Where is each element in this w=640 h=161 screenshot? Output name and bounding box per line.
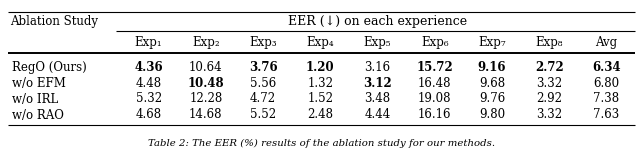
Text: Ablation Study: Ablation Study — [10, 14, 98, 28]
Text: 1.20: 1.20 — [306, 61, 335, 74]
Text: 12.28: 12.28 — [189, 93, 223, 105]
Text: 9.68: 9.68 — [479, 76, 505, 90]
Text: 3.12: 3.12 — [363, 76, 392, 90]
Text: 3.76: 3.76 — [249, 61, 277, 74]
Text: 16.16: 16.16 — [418, 109, 451, 122]
Text: w/o RAO: w/o RAO — [12, 109, 64, 122]
Text: Avg: Avg — [595, 35, 618, 48]
Text: 16.48: 16.48 — [418, 76, 451, 90]
Text: Exp₂: Exp₂ — [192, 35, 220, 48]
Text: RegO (Ours): RegO (Ours) — [12, 61, 87, 74]
Text: Exp₈: Exp₈ — [536, 35, 563, 48]
Text: 9.16: 9.16 — [477, 61, 506, 74]
Text: w/o EFM: w/o EFM — [12, 76, 66, 90]
Text: 1.52: 1.52 — [307, 93, 333, 105]
Text: 4.44: 4.44 — [364, 109, 390, 122]
Text: 5.32: 5.32 — [136, 93, 162, 105]
Text: Exp₁: Exp₁ — [135, 35, 163, 48]
Text: 3.32: 3.32 — [536, 109, 562, 122]
Text: 6.80: 6.80 — [593, 76, 620, 90]
Text: Exp₃: Exp₃ — [249, 35, 277, 48]
Text: 5.56: 5.56 — [250, 76, 276, 90]
Text: 14.68: 14.68 — [189, 109, 223, 122]
Text: 9.80: 9.80 — [479, 109, 505, 122]
Text: 4.36: 4.36 — [134, 61, 163, 74]
Text: 2.72: 2.72 — [535, 61, 564, 74]
Text: 10.48: 10.48 — [188, 76, 224, 90]
Text: 15.72: 15.72 — [417, 61, 453, 74]
Text: 3.32: 3.32 — [536, 76, 562, 90]
Text: w/o IRL: w/o IRL — [12, 93, 58, 105]
Text: 2.92: 2.92 — [536, 93, 562, 105]
Text: 2.48: 2.48 — [307, 109, 333, 122]
Text: 6.34: 6.34 — [592, 61, 621, 74]
Text: 7.38: 7.38 — [593, 93, 620, 105]
Text: 3.48: 3.48 — [364, 93, 390, 105]
Text: 4.68: 4.68 — [136, 109, 162, 122]
Text: 19.08: 19.08 — [418, 93, 451, 105]
Text: Table 2: The EER (%) results of the ablation study for our methods.: Table 2: The EER (%) results of the abla… — [148, 138, 495, 148]
Text: 5.52: 5.52 — [250, 109, 276, 122]
Text: 10.64: 10.64 — [189, 61, 223, 74]
Text: Exp₄: Exp₄ — [307, 35, 334, 48]
Text: 9.76: 9.76 — [479, 93, 505, 105]
Text: EER (↓) on each experience: EER (↓) on each experience — [288, 14, 467, 28]
Text: 7.63: 7.63 — [593, 109, 620, 122]
Text: Exp₇: Exp₇ — [478, 35, 506, 48]
Text: 1.32: 1.32 — [307, 76, 333, 90]
Text: 4.72: 4.72 — [250, 93, 276, 105]
Text: 4.48: 4.48 — [136, 76, 162, 90]
Text: Exp₆: Exp₆ — [421, 35, 449, 48]
Text: 3.16: 3.16 — [364, 61, 390, 74]
Text: Exp₅: Exp₅ — [364, 35, 391, 48]
